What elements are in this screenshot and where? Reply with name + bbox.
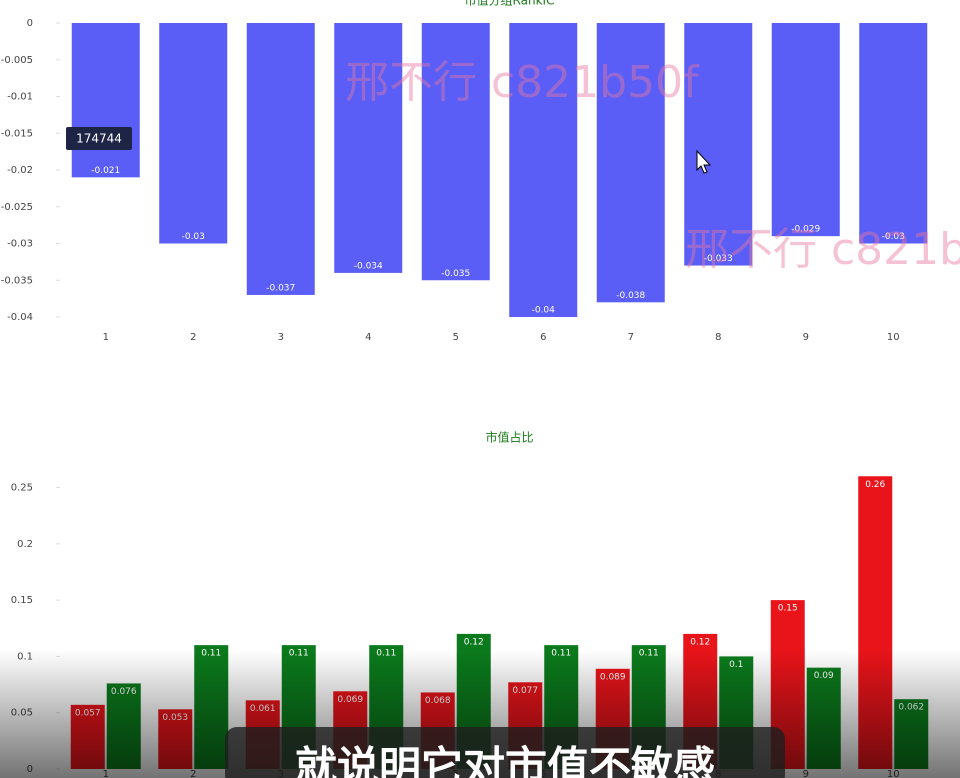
value-label: -0.04 (532, 306, 556, 316)
value-label: 0.15 (778, 604, 798, 614)
x-tick-label: 4 (365, 332, 371, 343)
y-tick-label: -0.04 (7, 312, 33, 323)
tooltip: 174744 (66, 127, 132, 150)
x-tick-label: 3 (278, 332, 284, 343)
bar (421, 23, 490, 281)
value-label: -0.029 (791, 225, 820, 235)
x-tick-label: 1 (103, 332, 109, 343)
bar (246, 23, 315, 295)
y-tick-label: -0.01 (7, 92, 33, 103)
value-label: -0.035 (441, 269, 470, 279)
bar (159, 23, 228, 244)
chart-title: 市值占比 (485, 430, 533, 445)
watermark: 邢不行 c821b50f (345, 57, 700, 108)
y-tick-label: -0.035 (1, 275, 33, 286)
x-tick-label: 2 (190, 332, 196, 343)
y-tick-label: 0.25 (11, 483, 33, 494)
cursor (696, 149, 712, 174)
subtitle-box (225, 727, 785, 778)
value-label: -0.03 (182, 232, 205, 242)
x-tick-label: 5 (453, 332, 459, 343)
bar (771, 23, 840, 237)
y-tick-label: -0.005 (1, 55, 33, 66)
x-tick-label: 7 (628, 332, 634, 343)
chart-title: 市值分组RankIC (465, 0, 555, 8)
y-tick-label: -0.02 (7, 165, 33, 176)
bar (684, 23, 753, 266)
bar (71, 23, 140, 178)
x-tick-label: 8 (715, 332, 721, 343)
subtitle: 就说明它对市值不敏感 (295, 743, 715, 778)
value-label: -0.037 (266, 283, 295, 293)
y-tick-label: -0.025 (1, 202, 33, 213)
y-tick-label: 0 (27, 18, 33, 29)
value-label: 0.26 (865, 480, 885, 490)
bar (509, 23, 578, 317)
x-tick-label: 6 (540, 332, 546, 343)
value-label: -0.03 (882, 232, 905, 242)
value-label: -0.021 (91, 166, 120, 176)
watermark: 邢不行 c821b (685, 224, 960, 275)
tooltip-text: 174744 (76, 132, 122, 146)
value-label: 0.12 (690, 637, 710, 647)
x-tick-label: 9 (803, 332, 809, 343)
y-tick-label: 0.2 (17, 539, 33, 550)
y-tick-label: -0.03 (7, 239, 33, 250)
bar (859, 23, 928, 244)
value-label: -0.033 (704, 254, 733, 264)
y-tick-label: -0.015 (1, 128, 33, 139)
y-tick-label: 0.15 (11, 595, 33, 606)
value-label: -0.038 (616, 291, 645, 301)
bar (334, 23, 403, 273)
x-tick-label: 10 (887, 332, 900, 343)
bar (596, 23, 665, 303)
value-label: -0.034 (354, 261, 383, 271)
value-label: 0.12 (464, 637, 484, 647)
